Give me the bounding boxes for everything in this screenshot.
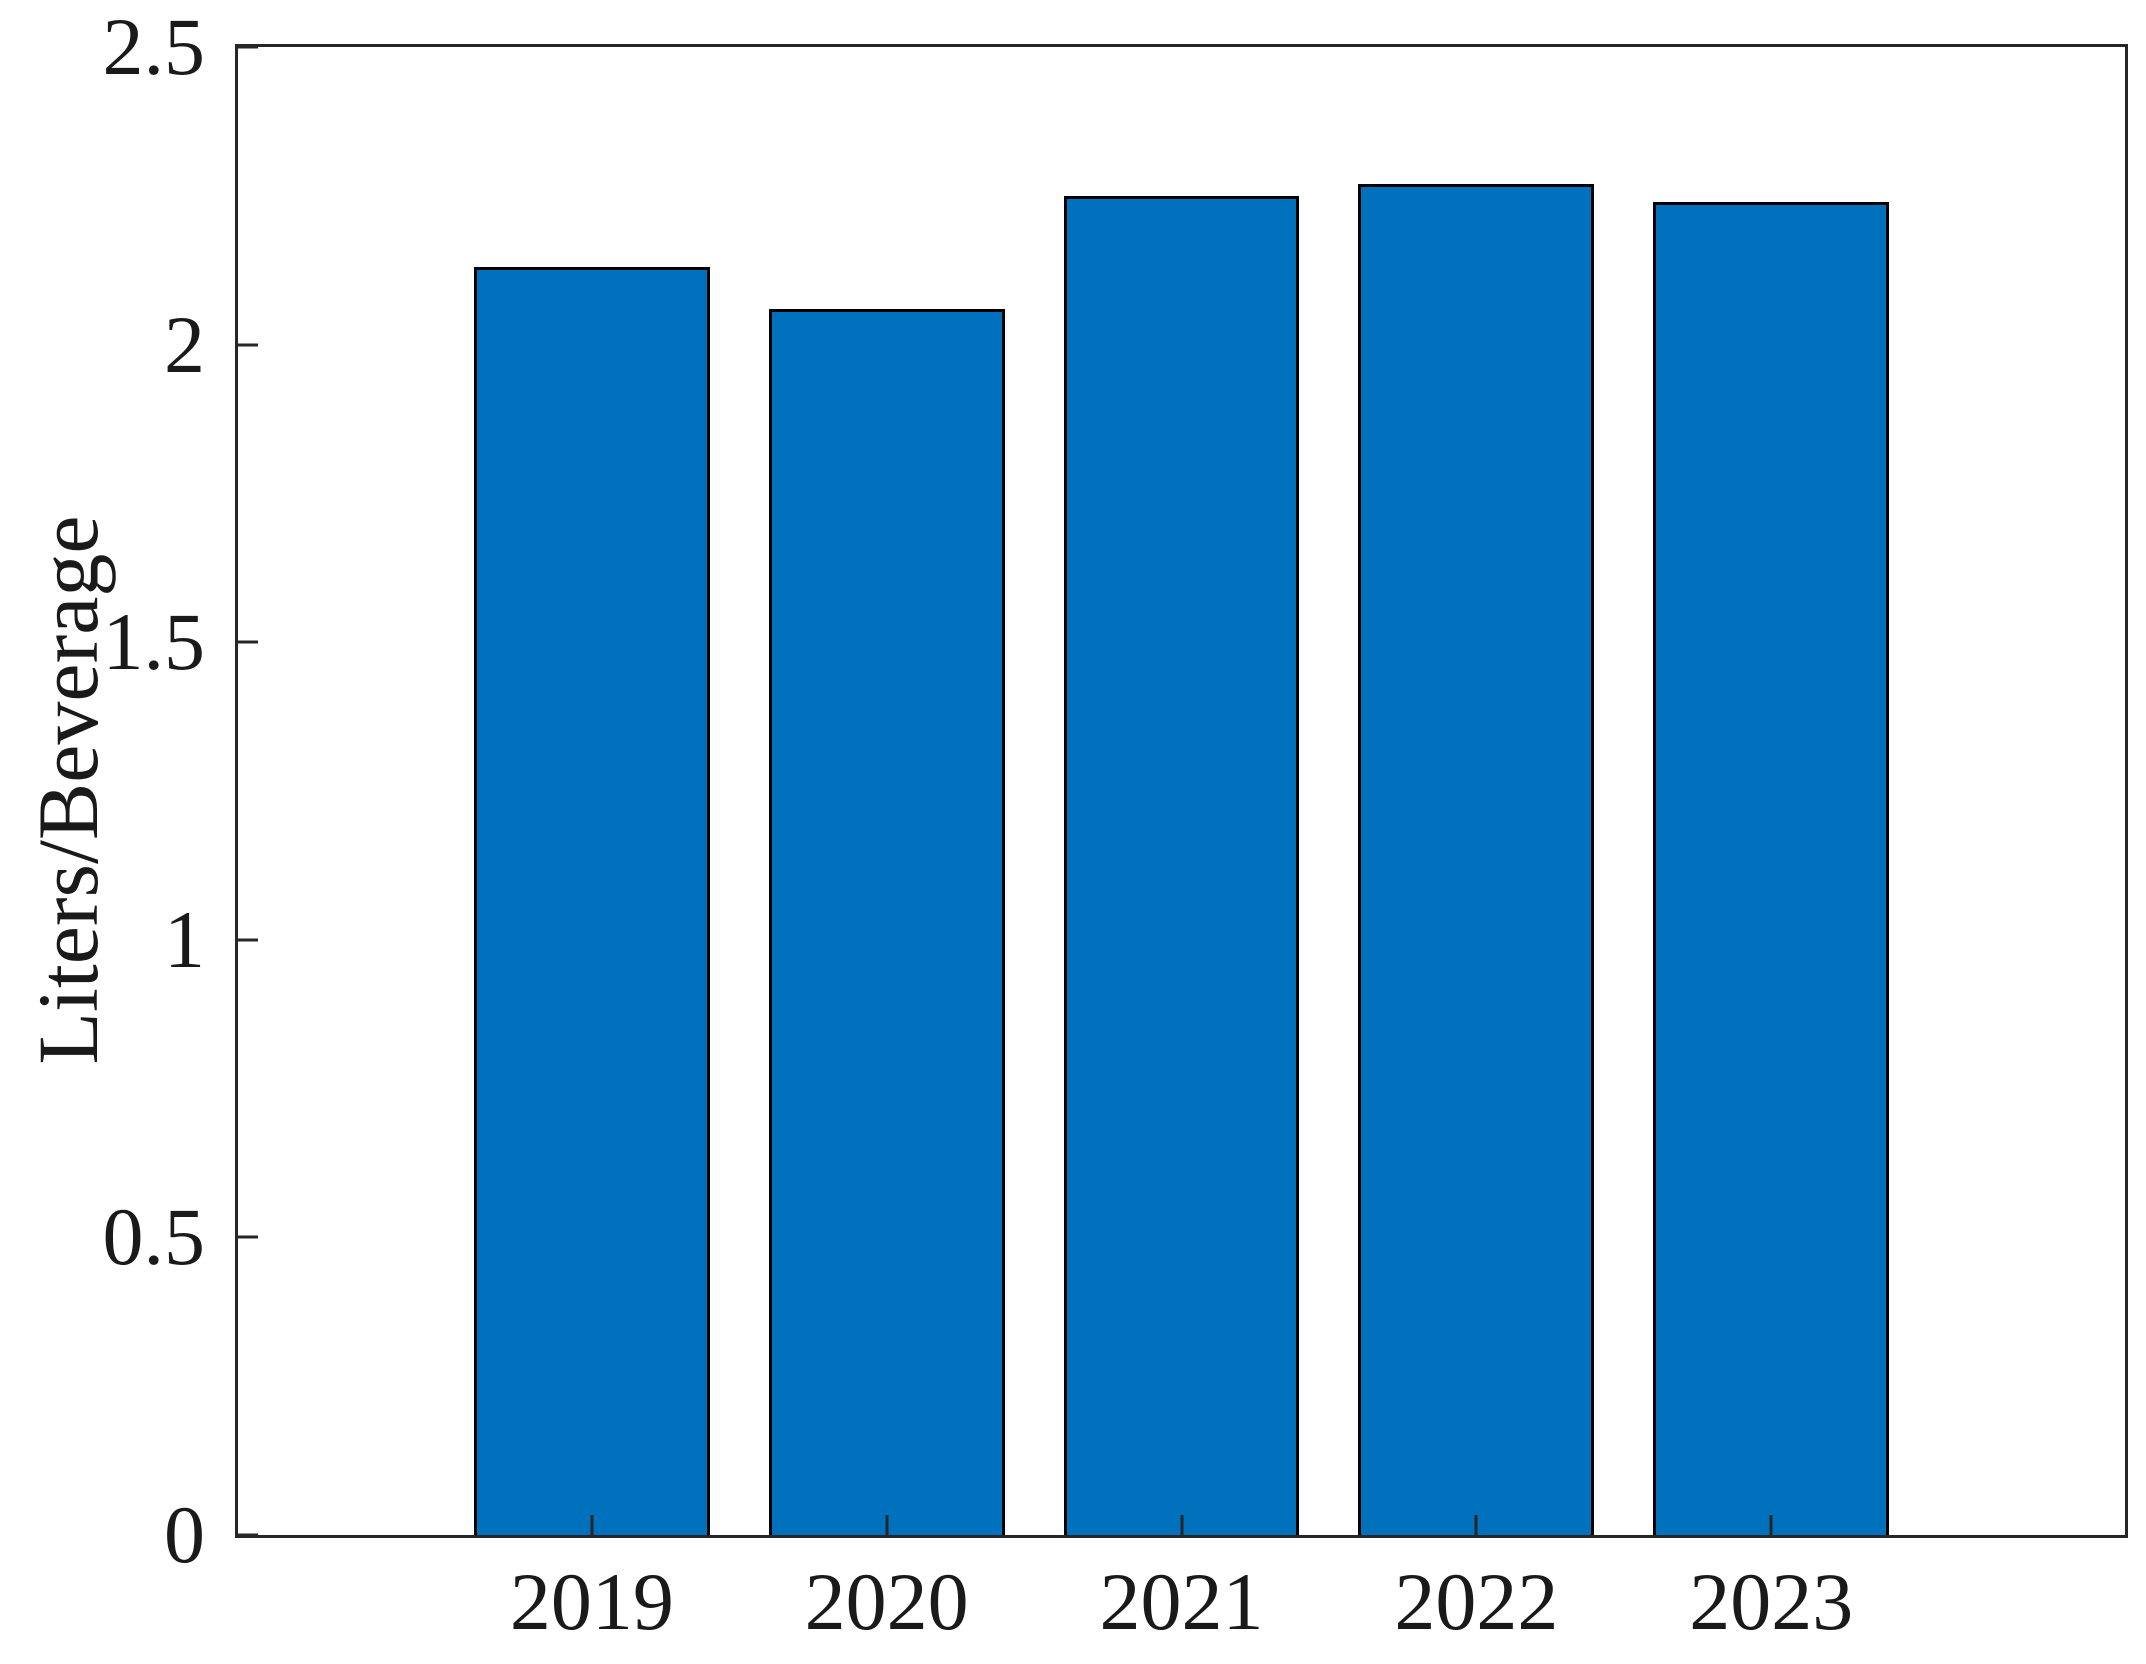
bar-2019 bbox=[473, 267, 710, 1535]
y-tick-0.5 bbox=[238, 1235, 258, 1239]
x-tick-2021 bbox=[1180, 1515, 1183, 1535]
x-tick-label-2021: 2021 bbox=[1099, 1556, 1264, 1647]
bar-2020 bbox=[768, 308, 1005, 1535]
x-tick-2023 bbox=[1769, 1515, 1773, 1535]
y-tick-label-1.5: 1.5 bbox=[102, 596, 206, 688]
y-tick-label-2.5: 2.5 bbox=[102, 1, 206, 92]
y-tick-label-0.5: 0.5 bbox=[102, 1191, 206, 1283]
y-tick-label-0: 0 bbox=[164, 1489, 205, 1580]
bar-2021 bbox=[1063, 195, 1300, 1535]
y-axis-title: Liters/Beverage bbox=[20, 515, 116, 1065]
x-tick-2019 bbox=[590, 1515, 594, 1535]
y-tick-2.5 bbox=[238, 45, 258, 49]
y-tick-2 bbox=[238, 343, 258, 347]
y-tick-label-1: 1 bbox=[164, 893, 205, 985]
y-tick-1 bbox=[238, 938, 258, 942]
plot-area: 2019 2020 2021 2022 2023 0 0.5 1 1.5 2 2.5 bbox=[103, 6, 2128, 1643]
bar-2022 bbox=[1358, 183, 1595, 1535]
y-tick-label-2: 2 bbox=[164, 298, 205, 390]
y-tick-1.5 bbox=[238, 640, 258, 644]
x-tick-2022 bbox=[1474, 1515, 1478, 1535]
y-tick-0 bbox=[238, 1533, 258, 1537]
bar-2023 bbox=[1653, 201, 1890, 1535]
x-tick-label-2019: 2019 bbox=[509, 1556, 674, 1647]
x-tick-2020 bbox=[885, 1515, 889, 1535]
x-tick-label-2020: 2020 bbox=[804, 1556, 969, 1647]
x-tick-label-2023: 2023 bbox=[1689, 1556, 1854, 1647]
x-tick-label-2022: 2022 bbox=[1394, 1556, 1559, 1647]
